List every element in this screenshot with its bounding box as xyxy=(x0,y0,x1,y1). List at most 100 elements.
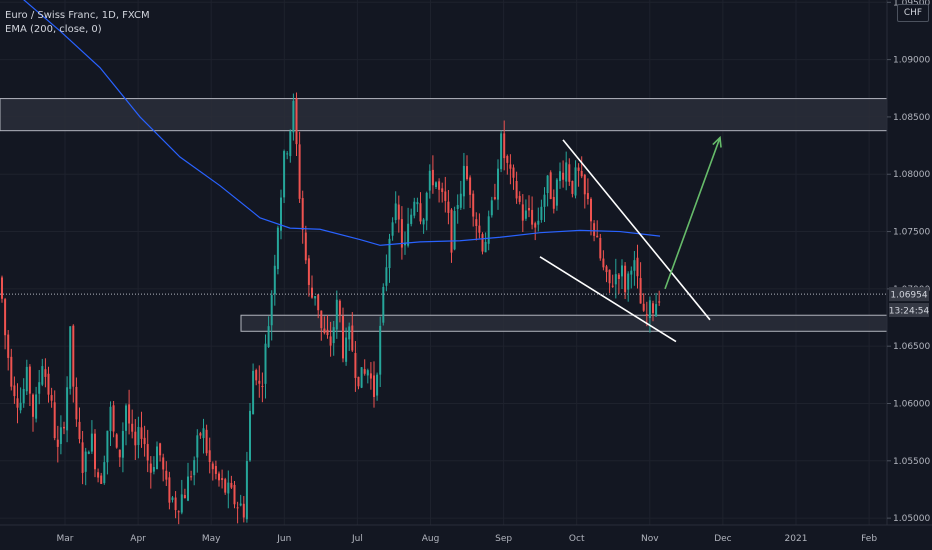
candle xyxy=(295,92,298,156)
candle-body xyxy=(128,404,131,424)
candle xyxy=(320,310,323,341)
x-tick-label: Oct xyxy=(569,534,585,544)
candle xyxy=(156,441,158,470)
candle xyxy=(276,225,279,275)
current-price-tag xyxy=(889,287,929,302)
candle xyxy=(391,217,394,241)
indicator-label[interactable]: EMA (200, close, 0) xyxy=(5,24,102,35)
candle-body xyxy=(7,334,10,358)
candle xyxy=(621,259,623,290)
candle-body xyxy=(44,369,47,377)
candle xyxy=(66,376,69,443)
candle-body xyxy=(599,237,602,259)
candle xyxy=(218,471,220,487)
candle-body xyxy=(146,444,149,461)
candle xyxy=(25,359,28,395)
time-scale[interactable] xyxy=(0,525,887,550)
candle xyxy=(428,164,431,199)
candle-body xyxy=(509,164,512,169)
candle-body xyxy=(214,466,217,474)
price-scale[interactable] xyxy=(887,0,932,550)
candle xyxy=(242,496,245,523)
candle-body xyxy=(543,194,546,207)
chart-legend: Euro / Swiss Franc, 1D, FXCM EMA (200, c… xyxy=(5,9,150,37)
candle xyxy=(72,324,75,403)
candle xyxy=(534,221,537,241)
candle xyxy=(630,266,633,289)
candle-body xyxy=(38,382,41,394)
candle-body xyxy=(469,177,472,195)
candle xyxy=(59,415,62,455)
candle xyxy=(311,275,313,299)
countdown-label: 13:24:54 xyxy=(889,307,930,317)
candle xyxy=(230,475,233,490)
candle xyxy=(469,175,472,208)
candle xyxy=(447,190,450,225)
candle-body xyxy=(295,98,298,145)
candle xyxy=(258,365,261,398)
candle-body xyxy=(233,484,236,505)
candle-body xyxy=(317,294,320,311)
candle-body xyxy=(75,386,78,420)
candle-body xyxy=(385,267,388,286)
candle-body xyxy=(326,329,329,336)
candle-body xyxy=(652,303,654,314)
candle-body xyxy=(422,219,425,225)
wedge-lower-line[interactable] xyxy=(539,256,677,343)
candle xyxy=(171,496,174,503)
candle xyxy=(512,164,515,190)
candle xyxy=(174,491,177,519)
candle-body xyxy=(571,180,574,194)
candle-body xyxy=(528,208,530,211)
candle xyxy=(35,386,38,423)
candle xyxy=(332,320,335,356)
candle-body xyxy=(546,175,549,194)
y-tick-label: 1.05500 xyxy=(893,457,930,467)
candle xyxy=(438,178,441,203)
candle-body xyxy=(196,435,199,458)
candle-body xyxy=(565,162,568,182)
candle xyxy=(183,488,186,499)
candle xyxy=(478,213,481,239)
candle xyxy=(224,477,227,495)
candle xyxy=(580,156,583,179)
candle xyxy=(128,389,131,435)
candle xyxy=(490,196,493,218)
candle xyxy=(131,409,134,439)
candle-body xyxy=(373,375,375,397)
candle xyxy=(270,290,273,341)
candle-body xyxy=(332,327,335,344)
candle-body xyxy=(382,286,385,323)
projection-arrow-shaft[interactable] xyxy=(664,137,721,290)
candle xyxy=(233,480,236,509)
candle xyxy=(103,455,106,485)
candle xyxy=(47,366,50,403)
candle xyxy=(633,250,636,286)
candle-body xyxy=(407,223,410,246)
candle xyxy=(565,151,568,191)
candle-body xyxy=(94,433,96,470)
candle-body xyxy=(171,497,174,500)
candle-body xyxy=(590,198,592,222)
candle xyxy=(16,383,19,424)
candle-body xyxy=(112,405,115,432)
candle xyxy=(168,471,171,510)
wedge-upper-line[interactable] xyxy=(562,139,711,321)
candle-body xyxy=(121,431,124,458)
candle-body xyxy=(134,431,137,446)
symbol-title[interactable]: Euro / Swiss Franc, 1D, FXCM xyxy=(5,10,150,21)
y-tick-label: 1.06000 xyxy=(893,399,930,409)
candle xyxy=(611,274,614,288)
candle-body xyxy=(481,234,484,252)
candle-body xyxy=(267,326,270,347)
candle-body xyxy=(218,473,220,481)
x-tick-label: Jun xyxy=(276,534,291,544)
candle-body xyxy=(602,258,605,268)
projection-arrow-head[interactable] xyxy=(712,135,722,148)
candle xyxy=(456,194,459,224)
currency-badge[interactable]: CHF xyxy=(897,4,929,22)
candle-body xyxy=(193,460,196,476)
candle-body xyxy=(261,386,264,388)
candle-body xyxy=(342,316,344,359)
